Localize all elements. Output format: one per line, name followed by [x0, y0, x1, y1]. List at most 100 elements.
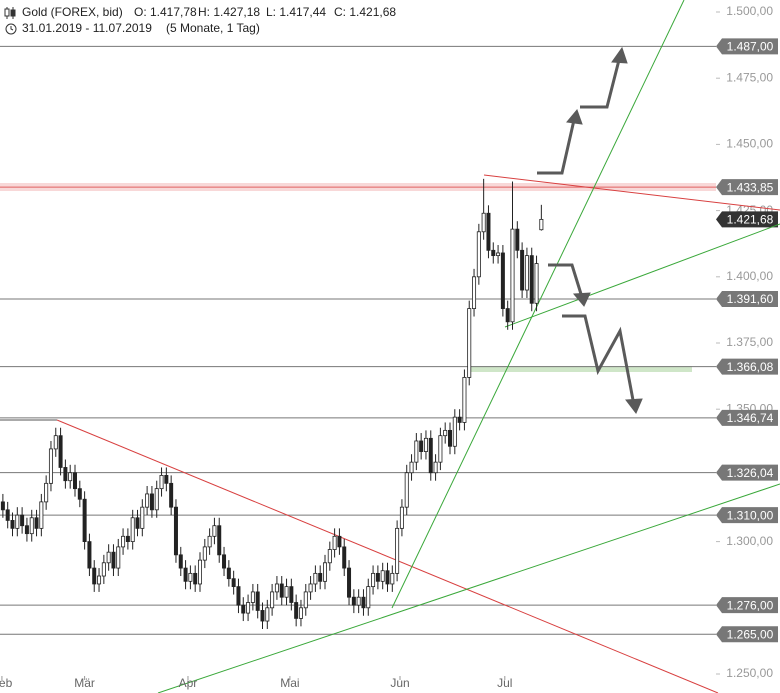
candle-body	[87, 541, 92, 569]
candle-body	[414, 440, 419, 463]
candle-body	[399, 506, 404, 529]
arrow	[537, 119, 576, 175]
candle-body	[77, 488, 82, 500]
candle-body	[169, 482, 174, 508]
candle-body	[428, 437, 433, 474]
candle-body	[236, 586, 241, 606]
y-tick-label: 1.475,00	[726, 70, 773, 84]
level-label: 1.310,00	[727, 508, 774, 522]
level-label: 1.276,00	[727, 598, 774, 612]
candle-body	[5, 509, 10, 521]
level-label: 1.326,04	[727, 466, 774, 480]
candle-body	[279, 583, 284, 598]
x-tick-label: Jun	[390, 676, 409, 690]
candle-body	[135, 517, 140, 529]
candle-body	[457, 416, 462, 423]
candle-body	[390, 572, 395, 585]
candle-body	[342, 546, 347, 569]
candle-body	[111, 551, 116, 569]
level-label: 1.487,00	[727, 40, 774, 54]
candle-body	[207, 535, 212, 548]
candle-body	[539, 218, 544, 231]
candle-body	[395, 527, 400, 574]
candle-body	[351, 596, 356, 606]
candle-body	[222, 554, 227, 569]
candle-body	[20, 514, 25, 527]
candle-body	[361, 596, 366, 609]
candle-body	[366, 586, 371, 609]
candle-body	[313, 572, 318, 585]
candle-body	[44, 482, 49, 503]
candle-body	[322, 562, 327, 582]
arrow	[562, 314, 635, 401]
trendline	[157, 483, 780, 693]
candle-body	[443, 429, 448, 437]
trendline	[504, 223, 780, 328]
candle-body	[149, 493, 154, 511]
candle-body	[308, 583, 313, 593]
y-tick-label: 1.450,00	[726, 137, 773, 151]
candle-body	[375, 572, 380, 582]
arrow	[580, 59, 621, 109]
candle-body	[371, 572, 376, 588]
y-tick-label: 1.500,00	[726, 4, 773, 18]
candle-body	[404, 472, 409, 508]
candle-body	[491, 249, 496, 257]
level-box	[716, 409, 778, 426]
candle-body	[246, 602, 251, 614]
candle-body	[419, 440, 424, 452]
x-tick-label: Mai	[280, 676, 299, 690]
candle-body	[101, 562, 106, 577]
candle-body	[496, 252, 501, 257]
candle-body	[197, 559, 202, 585]
candle-body	[106, 551, 111, 564]
candle-body	[140, 506, 145, 529]
candle-body	[178, 554, 183, 569]
candle-body	[385, 570, 390, 585]
candle-body	[486, 212, 491, 251]
trendline	[483, 174, 780, 211]
candle-body	[24, 525, 29, 535]
candle-body	[438, 435, 443, 463]
levels: 1.250,001.300,001.350,001.375,001.400,00…	[0, 4, 778, 680]
header-bg	[0, 0, 420, 40]
trendline	[391, 0, 685, 609]
candle-icon	[4, 7, 16, 19]
y-tick-label: 1.250,00	[726, 666, 773, 680]
candle-body	[327, 549, 332, 564]
clock-icon	[5, 23, 17, 35]
candle-body	[15, 514, 20, 529]
candle-body	[332, 535, 337, 550]
header: Gold (FOREX, bid) O: 1.417,78 H: 1.427,1…	[0, 0, 420, 40]
candle-body	[337, 535, 342, 548]
candle-body	[347, 567, 352, 598]
candle-body	[0, 501, 5, 511]
candle-body	[116, 546, 121, 569]
level-label: 1.391,60	[727, 292, 774, 306]
candle-body	[48, 448, 53, 484]
level-box	[716, 358, 778, 375]
candle-body	[529, 255, 534, 304]
candle-body	[255, 591, 260, 611]
candle-body	[510, 228, 515, 323]
candle-body	[409, 461, 414, 474]
candle-body	[212, 525, 217, 537]
candle-body	[472, 276, 477, 309]
candle-body	[356, 596, 361, 606]
level-box	[716, 626, 778, 643]
level-box	[716, 597, 778, 614]
candle-body	[63, 467, 68, 482]
level-label: 1.346,74	[727, 411, 774, 425]
support-band	[468, 366, 692, 372]
level-box	[716, 38, 778, 55]
x-tick-label: Mär	[74, 676, 95, 690]
candles	[0, 178, 544, 629]
candle-body	[121, 535, 126, 548]
quote-low: L: 1.417,44	[266, 5, 326, 19]
quote-high: H: 1.427,18	[198, 5, 260, 19]
candle-body	[515, 228, 520, 251]
candle-body	[476, 231, 481, 278]
arrow-head	[566, 109, 583, 125]
